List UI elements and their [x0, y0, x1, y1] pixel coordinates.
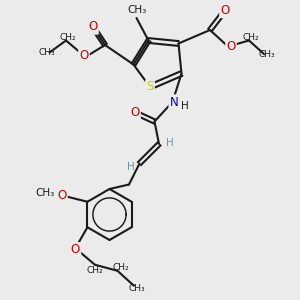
Text: O: O	[130, 106, 140, 119]
Text: CH₂: CH₂	[87, 266, 103, 275]
Text: H: H	[181, 100, 189, 111]
Text: O: O	[88, 20, 98, 34]
Text: H: H	[166, 137, 173, 148]
Text: CH₃: CH₃	[127, 5, 146, 15]
Text: O: O	[71, 243, 80, 256]
Text: O: O	[57, 189, 67, 202]
Text: S: S	[146, 80, 154, 94]
Text: N: N	[169, 95, 178, 109]
Text: O: O	[226, 40, 236, 53]
Text: CH₂: CH₂	[112, 263, 129, 272]
Text: O: O	[220, 4, 230, 17]
Text: H: H	[127, 161, 134, 172]
Text: CH₃: CH₃	[259, 50, 275, 58]
Text: CH₃: CH₃	[36, 188, 55, 198]
Text: CH₃: CH₃	[129, 284, 145, 293]
Text: O: O	[80, 49, 88, 62]
Text: CH₃: CH₃	[38, 48, 55, 57]
Text: CH₂: CH₂	[59, 33, 76, 42]
Text: CH₂: CH₂	[242, 33, 259, 42]
